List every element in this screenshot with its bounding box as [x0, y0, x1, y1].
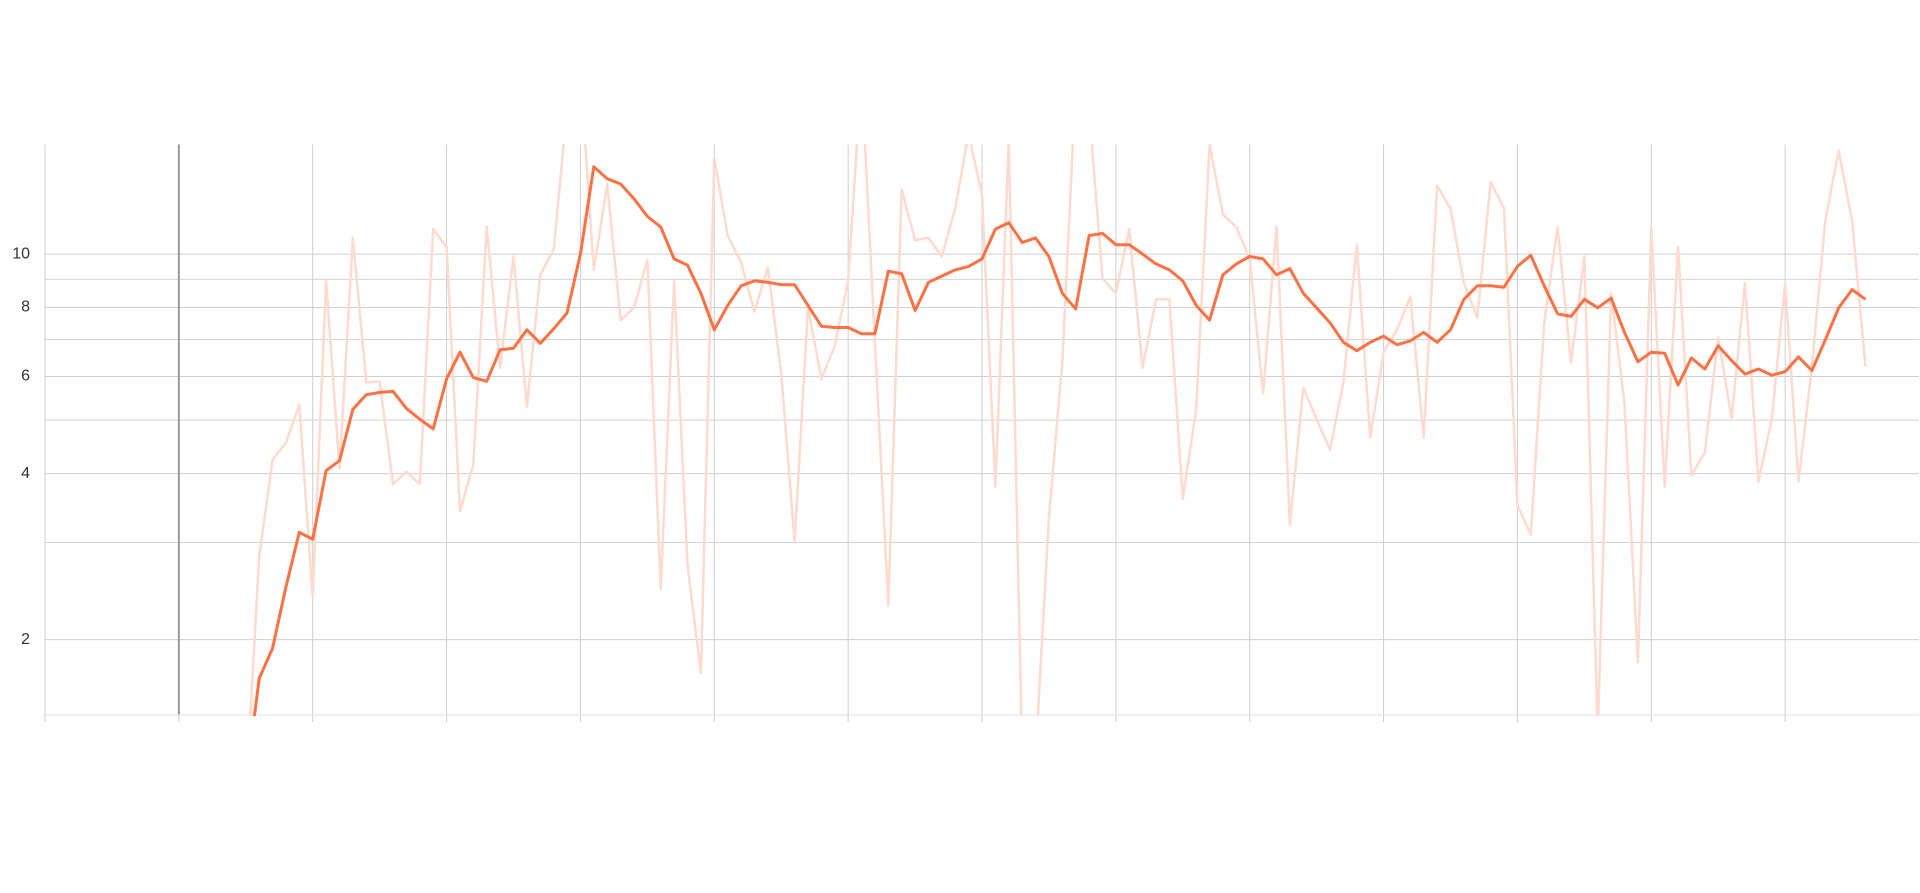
- plot-area: [249, 144, 1867, 716]
- y-tick-label: 10: [12, 245, 30, 262]
- y-tick-label: 6: [21, 368, 30, 385]
- smoothed-line: [252, 165, 1867, 716]
- y-tick-label: 8: [21, 299, 30, 316]
- raw-line: [249, 144, 1867, 716]
- y-tick-label: 2: [21, 631, 30, 648]
- y-tick-label: 4: [21, 465, 30, 482]
- grid: 2 4 6 8 10: [12, 144, 1919, 722]
